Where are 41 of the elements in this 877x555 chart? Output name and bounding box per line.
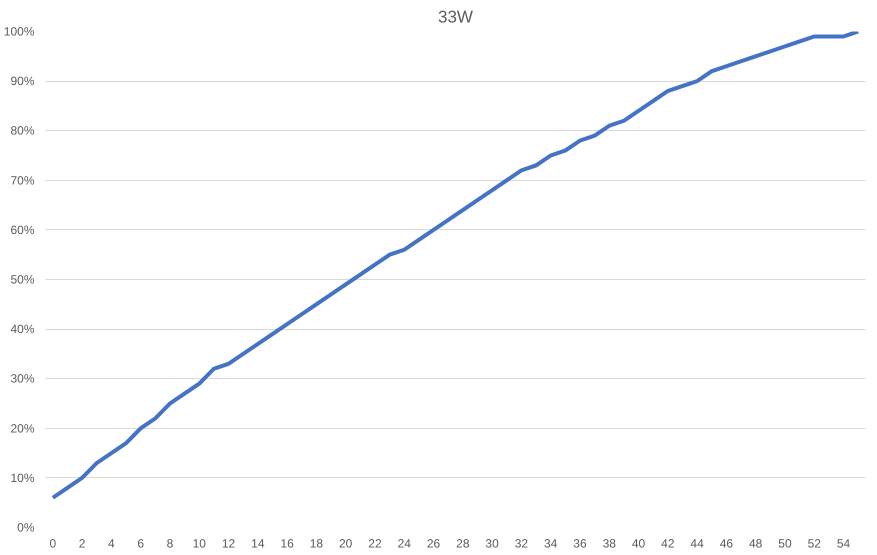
y-tick-label: 50%	[10, 272, 35, 286]
x-tick-label: 32	[514, 536, 528, 550]
x-tick-label: 10	[192, 536, 206, 550]
y-tick-label: 100%	[4, 24, 35, 38]
x-tick-label: 44	[690, 536, 704, 550]
y-tick-label: 90%	[10, 74, 35, 88]
x-tick-label: 48	[749, 536, 763, 550]
x-tick-label: 18	[310, 536, 324, 550]
x-tick-label: 42	[661, 536, 675, 550]
y-tick-label: 10%	[10, 470, 35, 485]
x-tick-label: 14	[251, 536, 265, 550]
y-tick-label: 20%	[10, 421, 35, 436]
x-tick-label: 46	[720, 536, 734, 550]
y-tick-label: 70%	[10, 173, 35, 188]
x-tick-label: 16	[280, 536, 294, 550]
x-tick-label: 26	[426, 536, 441, 550]
x-tick-label: 52	[808, 536, 822, 550]
x-tick-label: 0	[49, 536, 56, 550]
x-tick-label: 8	[166, 536, 174, 550]
y-tick-label: 0%	[17, 520, 35, 534]
y-tick-label: 40%	[10, 322, 35, 336]
x-tick-label: 2	[78, 536, 86, 550]
x-tick-label: 20	[339, 536, 353, 550]
x-tick-label: 30	[485, 536, 500, 550]
x-tick-label: 22	[368, 536, 382, 550]
x-tick-label: 40	[632, 536, 646, 550]
x-tick-label: 28	[456, 536, 470, 550]
x-tick-label: 34	[544, 536, 558, 550]
x-tick-label: 12	[222, 536, 236, 550]
x-tick-label: 38	[602, 536, 616, 550]
x-tick-label: 36	[573, 536, 587, 550]
y-tick-label: 60%	[10, 222, 35, 237]
y-tick-label: 80%	[10, 124, 35, 138]
x-tick-label: 24	[398, 536, 412, 550]
x-tick-label: 6	[137, 536, 144, 550]
x-tick-label: 4	[108, 536, 116, 550]
y-tick-label: 30%	[10, 372, 35, 386]
line-series	[50, 32, 860, 500]
chart-title: 33W	[438, 8, 473, 26]
x-tick-label: 50	[778, 536, 792, 550]
x-tick-label: 54	[836, 536, 851, 550]
